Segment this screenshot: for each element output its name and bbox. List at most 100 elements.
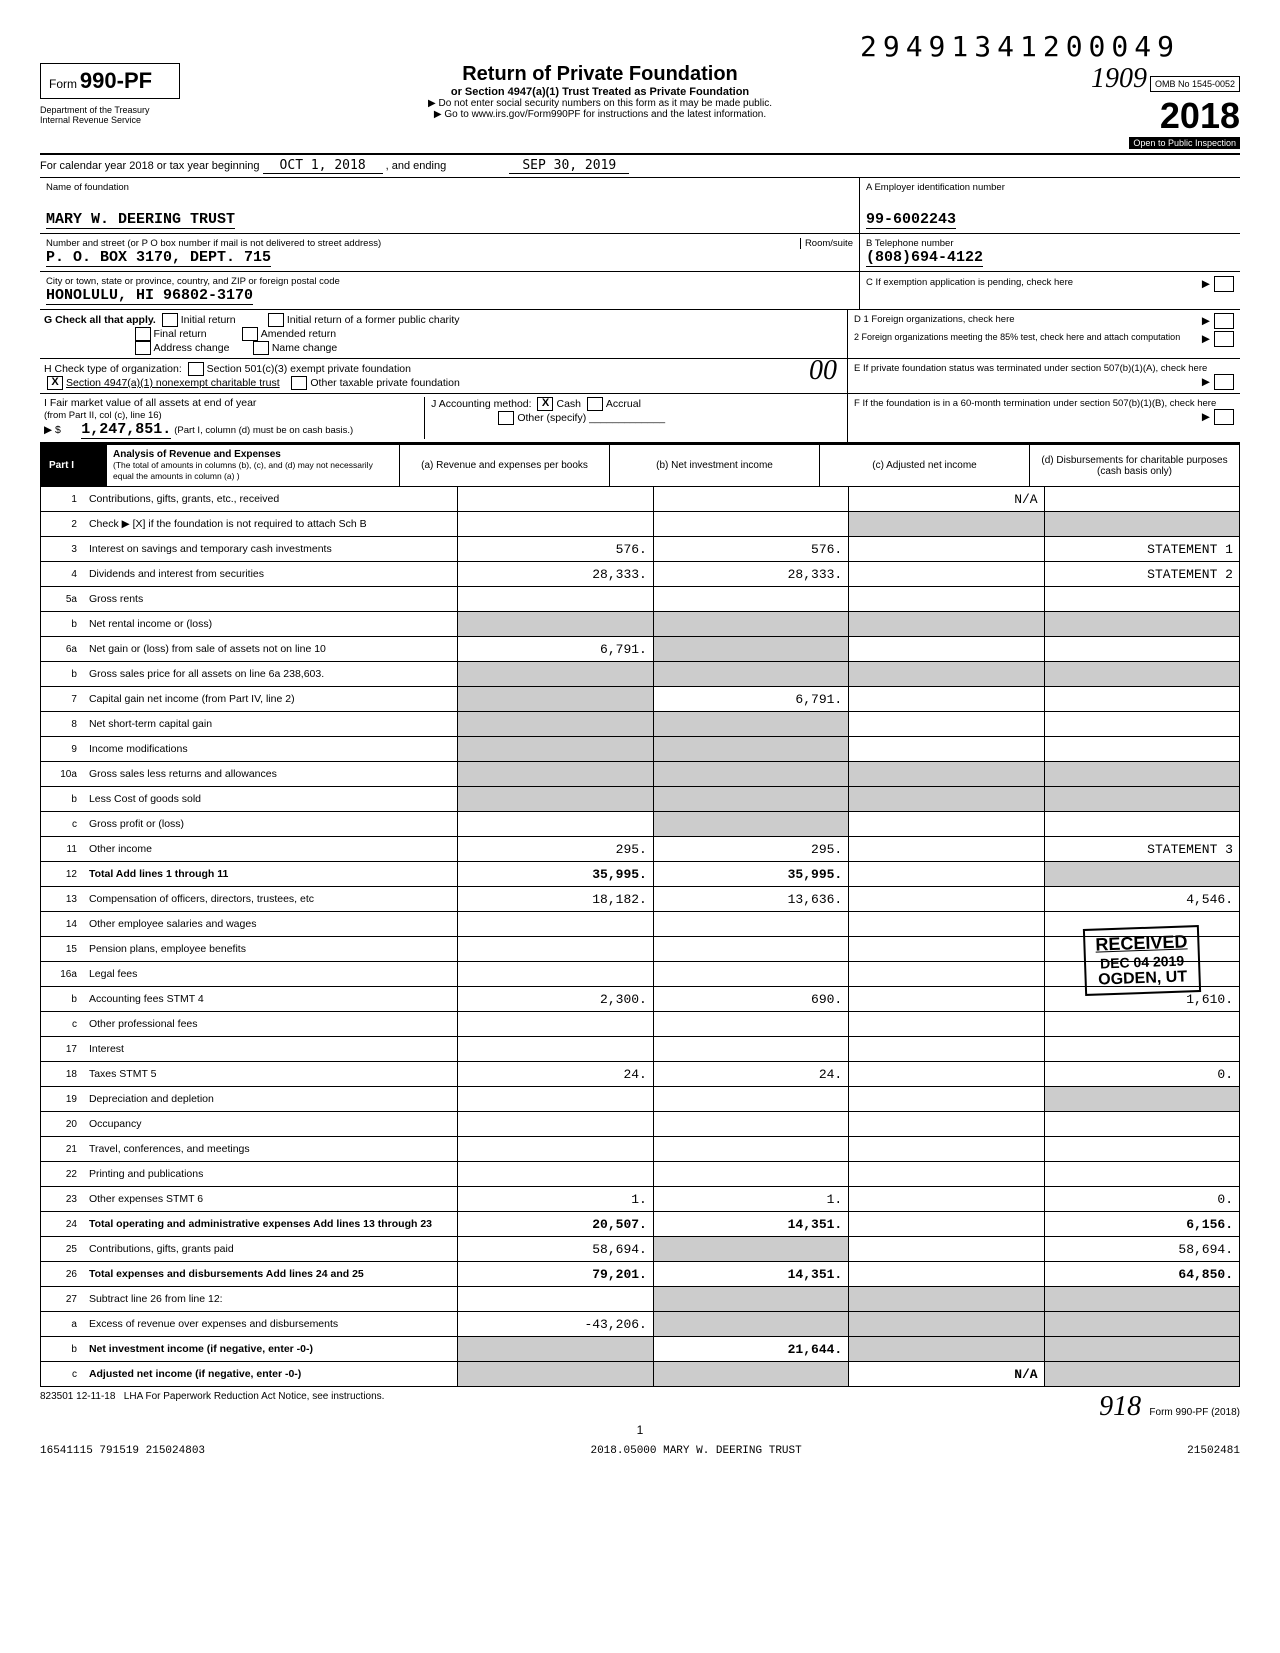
line-description: Dividends and interest from securities xyxy=(83,562,458,587)
cash-cb[interactable] xyxy=(537,397,553,411)
col-c xyxy=(849,912,1044,937)
initial-former-cb[interactable] xyxy=(268,313,284,327)
col-d xyxy=(1044,687,1239,712)
line-description: Net investment income (if negative, ente… xyxy=(83,1337,458,1362)
col-a xyxy=(458,1087,653,1112)
g-opt-former: Initial return of a former public charit… xyxy=(287,314,460,326)
h-label: H Check type of organization: xyxy=(44,363,182,375)
part1-note: (The total of amounts in columns (b), (c… xyxy=(113,460,373,481)
line-description: Interest on savings and temporary cash i… xyxy=(83,537,458,562)
col-b xyxy=(653,762,848,787)
col-b: 21,644. xyxy=(653,1337,848,1362)
c-checkbox[interactable] xyxy=(1214,276,1234,292)
col-b: 14,351. xyxy=(653,1262,848,1287)
col-d xyxy=(1044,587,1239,612)
col-c xyxy=(849,537,1044,562)
col-a: 6,791. xyxy=(458,637,653,662)
col-c xyxy=(849,762,1044,787)
d2-checkbox[interactable] xyxy=(1214,331,1234,347)
col-a: 2,300. xyxy=(458,987,653,1012)
table-row: bAccounting fees STMT 42,300.690.1,610. xyxy=(41,987,1240,1012)
col-c xyxy=(849,1287,1044,1312)
line-number: 17 xyxy=(41,1037,83,1062)
accrual-cb[interactable] xyxy=(587,397,603,411)
line-number: 6a xyxy=(41,637,83,662)
f-checkbox[interactable] xyxy=(1214,409,1234,425)
line-description: Compensation of officers, directors, tru… xyxy=(83,887,458,912)
line-description: Capital gain net income (from Part IV, l… xyxy=(83,687,458,712)
col-a: 295. xyxy=(458,837,653,862)
col-d: STATEMENT 2 xyxy=(1044,562,1239,587)
table-row: 21Travel, conferences, and meetings xyxy=(41,1137,1240,1162)
other-method-cb[interactable] xyxy=(498,411,514,425)
handwritten-00: 00 xyxy=(809,355,837,387)
col-b xyxy=(653,1162,848,1187)
section-g: G Check all that apply. Initial return I… xyxy=(44,313,843,355)
col-c xyxy=(849,787,1044,812)
col-b xyxy=(653,937,848,962)
i-sub: (from Part II, col (c), line 16) xyxy=(44,410,162,421)
col-b: 576. xyxy=(653,537,848,562)
irs-link: Go to www.irs.gov/Form990PF for instruct… xyxy=(180,109,1020,120)
e-label: E If private foundation status was termi… xyxy=(854,363,1207,374)
bottom-handwritten: 918 xyxy=(1099,1391,1141,1422)
line-number: 14 xyxy=(41,912,83,937)
top-number: 29491341200049 xyxy=(40,30,1180,63)
line-description: Pension plans, employee benefits xyxy=(83,937,458,962)
i-note: (Part I, column (d) must be on cash basi… xyxy=(174,425,353,436)
line-description: Legal fees xyxy=(83,962,458,987)
table-row: 17Interest xyxy=(41,1037,1240,1062)
col-d: STATEMENT 1 xyxy=(1044,537,1239,562)
line-number: c xyxy=(41,1362,83,1387)
ein-value: 99-6002243 xyxy=(866,211,956,229)
line-number: b xyxy=(41,987,83,1012)
col-a xyxy=(458,487,653,512)
col-c xyxy=(849,1237,1044,1262)
j-label: J Accounting method: xyxy=(431,398,531,410)
col-a xyxy=(458,712,653,737)
initial-return-cb[interactable] xyxy=(162,313,178,327)
name-change-cb[interactable] xyxy=(253,341,269,355)
h-opt3: Other taxable private foundation xyxy=(310,377,459,389)
line-description: Contributions, gifts, grants paid xyxy=(83,1237,458,1262)
col-b xyxy=(653,1237,848,1262)
line-number: 22 xyxy=(41,1162,83,1187)
line-description: Total operating and administrative expen… xyxy=(83,1212,458,1237)
line-description: Contributions, gifts, grants, etc., rece… xyxy=(83,487,458,512)
501c3-cb[interactable] xyxy=(188,362,204,376)
col-c xyxy=(849,562,1044,587)
col-a: 1. xyxy=(458,1187,653,1212)
line-number: 12 xyxy=(41,862,83,887)
col-a xyxy=(458,1362,653,1387)
col-d xyxy=(1044,737,1239,762)
col-d xyxy=(1044,762,1239,787)
line-description: Other expenses STMT 6 xyxy=(83,1187,458,1212)
4947a1-cb[interactable] xyxy=(47,376,63,390)
line-description: Taxes STMT 5 xyxy=(83,1062,458,1087)
col-c xyxy=(849,637,1044,662)
title-block: Return of Private Foundation or Section … xyxy=(180,63,1020,120)
fmv-amount: 1,247,851. xyxy=(81,421,171,439)
line-number: c xyxy=(41,1012,83,1037)
col-b: 14,351. xyxy=(653,1212,848,1237)
other-taxable-cb[interactable] xyxy=(291,376,307,390)
amended-cb[interactable] xyxy=(242,327,258,341)
table-row: 2Check ▶ [X] if the foundation is not re… xyxy=(41,512,1240,537)
e-checkbox[interactable] xyxy=(1214,374,1234,390)
form-number: 990-PF xyxy=(80,68,152,93)
col-d xyxy=(1044,1337,1239,1362)
col-c xyxy=(849,1262,1044,1287)
col-a xyxy=(458,1137,653,1162)
col-a xyxy=(458,762,653,787)
col-b xyxy=(653,737,848,762)
dept-line1: Department of the Treasury xyxy=(40,105,180,115)
final-return-cb[interactable] xyxy=(135,327,151,341)
tax-year-end: SEP 30, 2019 xyxy=(509,158,629,174)
d1-checkbox[interactable] xyxy=(1214,313,1234,329)
addr-change-cb[interactable] xyxy=(135,341,151,355)
line-description: Income modifications xyxy=(83,737,458,762)
table-row: 7Capital gain net income (from Part IV, … xyxy=(41,687,1240,712)
col-b xyxy=(653,712,848,737)
col-a: 24. xyxy=(458,1062,653,1087)
j-other: Other (specify) xyxy=(517,412,586,424)
